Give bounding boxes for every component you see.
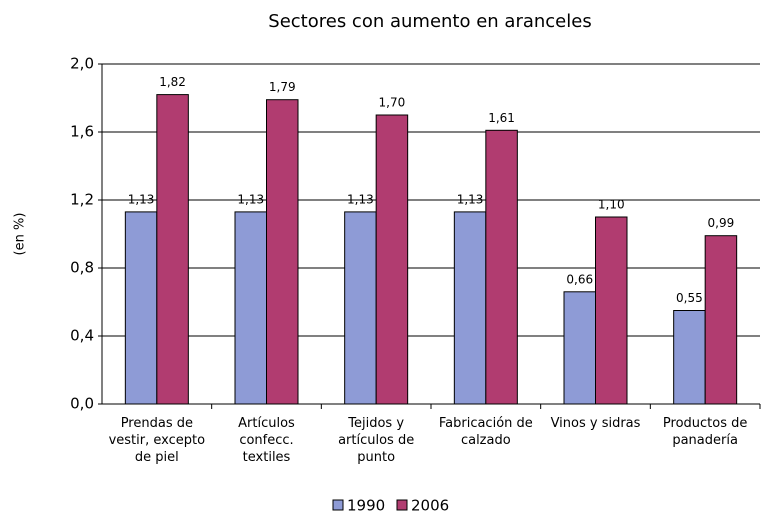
legend-swatch — [396, 499, 408, 511]
value-label: 1,13 — [347, 192, 374, 206]
value-label: 1,70 — [379, 96, 406, 110]
bar — [124, 211, 158, 405]
legend-label: 2006 — [411, 497, 449, 515]
value-label: 1,13 — [128, 192, 155, 206]
legend-label: 1990 — [347, 497, 385, 515]
chart-title: Sectores con aumento en aranceles — [268, 11, 591, 32]
x-tick-label: Tejidos y artículos de punto — [338, 416, 415, 465]
y-tick-label: 2,0 — [70, 55, 94, 73]
bar — [704, 235, 738, 405]
value-label: 0,99 — [708, 216, 735, 230]
bar — [595, 216, 628, 405]
value-label: 1,82 — [159, 75, 186, 89]
value-label: 1,79 — [269, 80, 296, 94]
y-axis-label: (en %) — [13, 213, 28, 256]
x-tick-label: Artículos confecc. textiles — [238, 416, 295, 465]
value-label: 1,13 — [457, 192, 484, 206]
y-tick-label: 1,2 — [70, 191, 94, 209]
bar — [673, 310, 706, 405]
bar — [375, 114, 409, 405]
value-label: 1,61 — [488, 111, 515, 125]
x-tick-label: Vinos y sidras — [550, 416, 641, 431]
value-label: 0,66 — [566, 272, 593, 286]
y-tick-label: 0,8 — [70, 259, 94, 277]
bar — [485, 129, 518, 405]
bar — [156, 94, 189, 405]
value-label: 1,13 — [237, 192, 264, 206]
value-label: 1,10 — [598, 198, 625, 212]
legend-swatch — [332, 499, 344, 511]
x-tick-label: Productos de panadería — [662, 416, 748, 448]
x-tick-label: Fabricación de calzado — [438, 416, 533, 448]
y-tick-label: 0,0 — [70, 395, 94, 413]
bar — [344, 211, 377, 405]
value-label: 0,55 — [676, 291, 703, 305]
bar — [563, 291, 596, 405]
x-tick-label: Prendas de vestir, excepto de piel — [108, 416, 206, 465]
bar — [234, 211, 267, 405]
y-tick-label: 1,6 — [70, 123, 94, 141]
bar — [453, 211, 487, 405]
y-tick-label: 0,4 — [70, 327, 94, 345]
bar — [266, 99, 299, 405]
